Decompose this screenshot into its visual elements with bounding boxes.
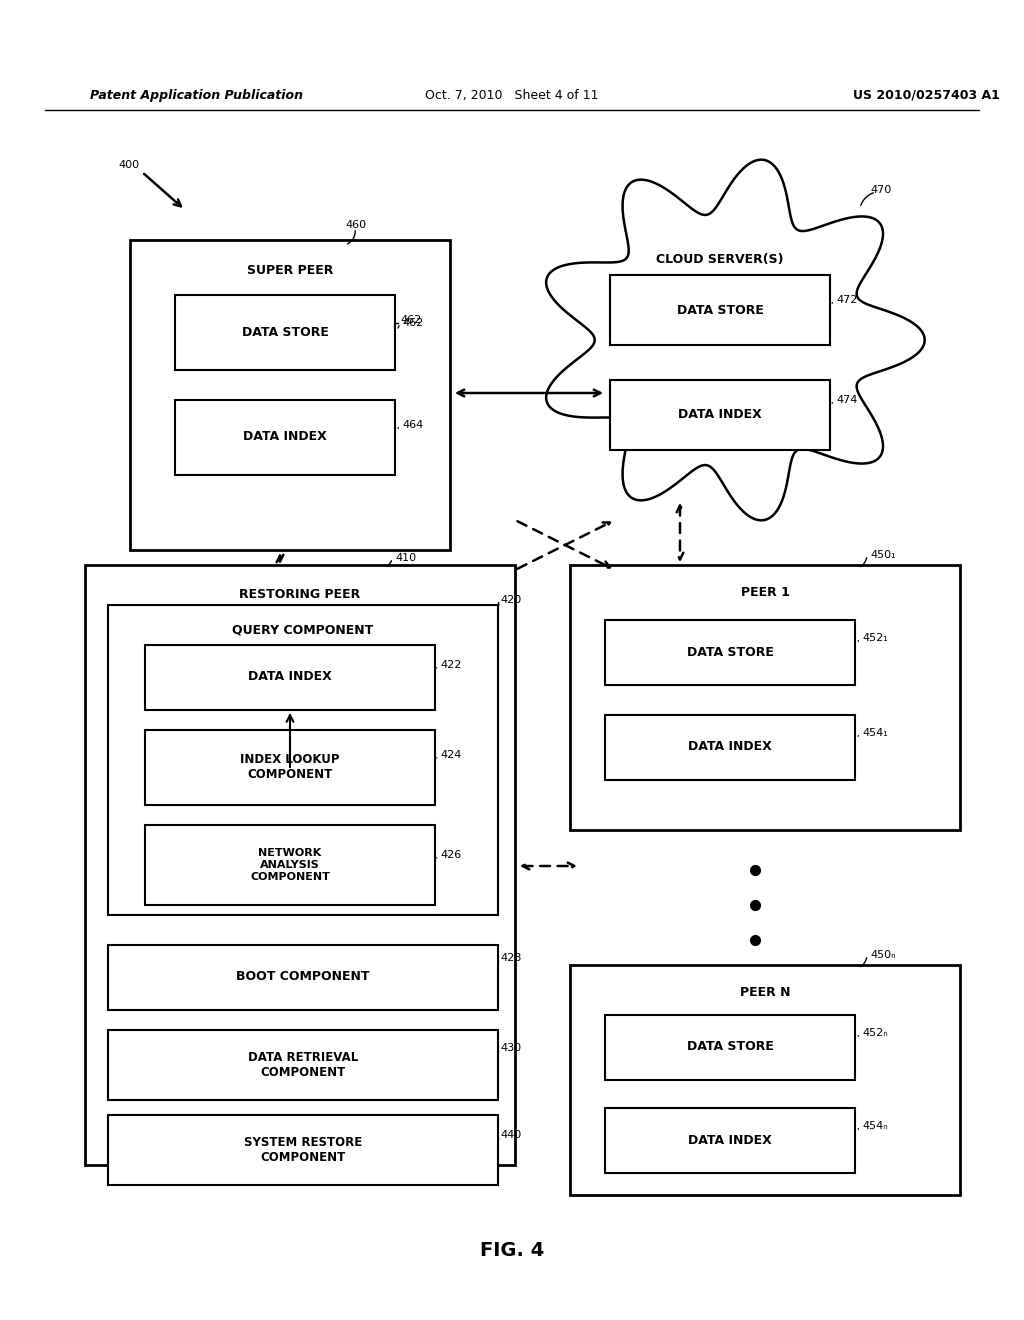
Text: DATA INDEX: DATA INDEX — [678, 408, 762, 421]
Text: DATA STORE: DATA STORE — [686, 1040, 773, 1053]
Text: RESTORING PEER: RESTORING PEER — [240, 589, 360, 602]
FancyBboxPatch shape — [145, 825, 435, 906]
Text: 470: 470 — [870, 185, 891, 195]
FancyBboxPatch shape — [108, 1115, 498, 1185]
FancyBboxPatch shape — [570, 565, 961, 830]
Text: DATA RETRIEVAL
COMPONENT: DATA RETRIEVAL COMPONENT — [248, 1051, 358, 1078]
FancyBboxPatch shape — [605, 1107, 855, 1173]
Text: 460: 460 — [345, 220, 367, 230]
Text: BOOT COMPONENT: BOOT COMPONENT — [237, 970, 370, 983]
Text: 428: 428 — [500, 953, 521, 964]
FancyBboxPatch shape — [145, 645, 435, 710]
Text: PEER 1: PEER 1 — [740, 586, 790, 599]
FancyBboxPatch shape — [108, 605, 498, 915]
Text: 464: 464 — [402, 420, 423, 430]
Polygon shape — [546, 160, 925, 520]
Text: 440: 440 — [500, 1130, 521, 1140]
FancyBboxPatch shape — [605, 715, 855, 780]
Text: DATA STORE: DATA STORE — [677, 304, 764, 317]
Text: Patent Application Publication: Patent Application Publication — [90, 88, 303, 102]
FancyBboxPatch shape — [130, 240, 450, 550]
Text: 462: 462 — [402, 318, 423, 327]
Text: QUERY COMPONENT: QUERY COMPONENT — [232, 623, 374, 636]
FancyBboxPatch shape — [108, 1030, 498, 1100]
Text: DATA INDEX: DATA INDEX — [688, 741, 772, 754]
Text: 474: 474 — [836, 395, 857, 405]
Text: DATA INDEX: DATA INDEX — [248, 671, 332, 684]
FancyBboxPatch shape — [610, 275, 830, 345]
Text: DATA STORE: DATA STORE — [686, 645, 773, 659]
Text: 422: 422 — [440, 660, 462, 671]
Text: SUPER PEER: SUPER PEER — [247, 264, 333, 276]
Text: US 2010/0257403 A1: US 2010/0257403 A1 — [853, 88, 1000, 102]
Text: DATA INDEX: DATA INDEX — [243, 430, 327, 444]
Text: 454₁: 454₁ — [862, 729, 888, 738]
Text: INDEX LOOKUP
COMPONENT: INDEX LOOKUP COMPONENT — [241, 752, 340, 781]
Text: 462: 462 — [400, 315, 421, 325]
Text: 450ₙ: 450ₙ — [870, 950, 896, 960]
Text: 420: 420 — [500, 595, 521, 605]
Text: CLOUD SERVER(S): CLOUD SERVER(S) — [656, 253, 783, 267]
Text: 452₁: 452₁ — [862, 634, 888, 643]
FancyBboxPatch shape — [570, 965, 961, 1195]
Text: SYSTEM RESTORE
COMPONENT: SYSTEM RESTORE COMPONENT — [244, 1137, 362, 1164]
Text: FIG. 4: FIG. 4 — [480, 1241, 544, 1259]
Text: 410: 410 — [395, 553, 416, 564]
FancyBboxPatch shape — [145, 730, 435, 805]
Text: DATA INDEX: DATA INDEX — [688, 1134, 772, 1147]
Text: 454ₙ: 454ₙ — [862, 1121, 888, 1131]
FancyBboxPatch shape — [610, 380, 830, 450]
FancyBboxPatch shape — [175, 400, 395, 475]
Text: 452ₙ: 452ₙ — [862, 1028, 888, 1038]
Text: Oct. 7, 2010   Sheet 4 of 11: Oct. 7, 2010 Sheet 4 of 11 — [425, 88, 599, 102]
FancyBboxPatch shape — [108, 945, 498, 1010]
Text: PEER N: PEER N — [739, 986, 791, 999]
Text: 430: 430 — [500, 1043, 521, 1053]
Text: 450₁: 450₁ — [870, 550, 896, 560]
Text: DATA STORE: DATA STORE — [242, 326, 329, 338]
FancyBboxPatch shape — [605, 1015, 855, 1080]
Text: 426: 426 — [440, 850, 461, 861]
Text: 400: 400 — [118, 160, 139, 170]
FancyBboxPatch shape — [175, 294, 395, 370]
Text: 424: 424 — [440, 750, 462, 760]
Text: NETWORK
ANALYSIS
COMPONENT: NETWORK ANALYSIS COMPONENT — [250, 849, 330, 882]
FancyBboxPatch shape — [605, 620, 855, 685]
Text: 472: 472 — [836, 294, 857, 305]
FancyBboxPatch shape — [85, 565, 515, 1166]
